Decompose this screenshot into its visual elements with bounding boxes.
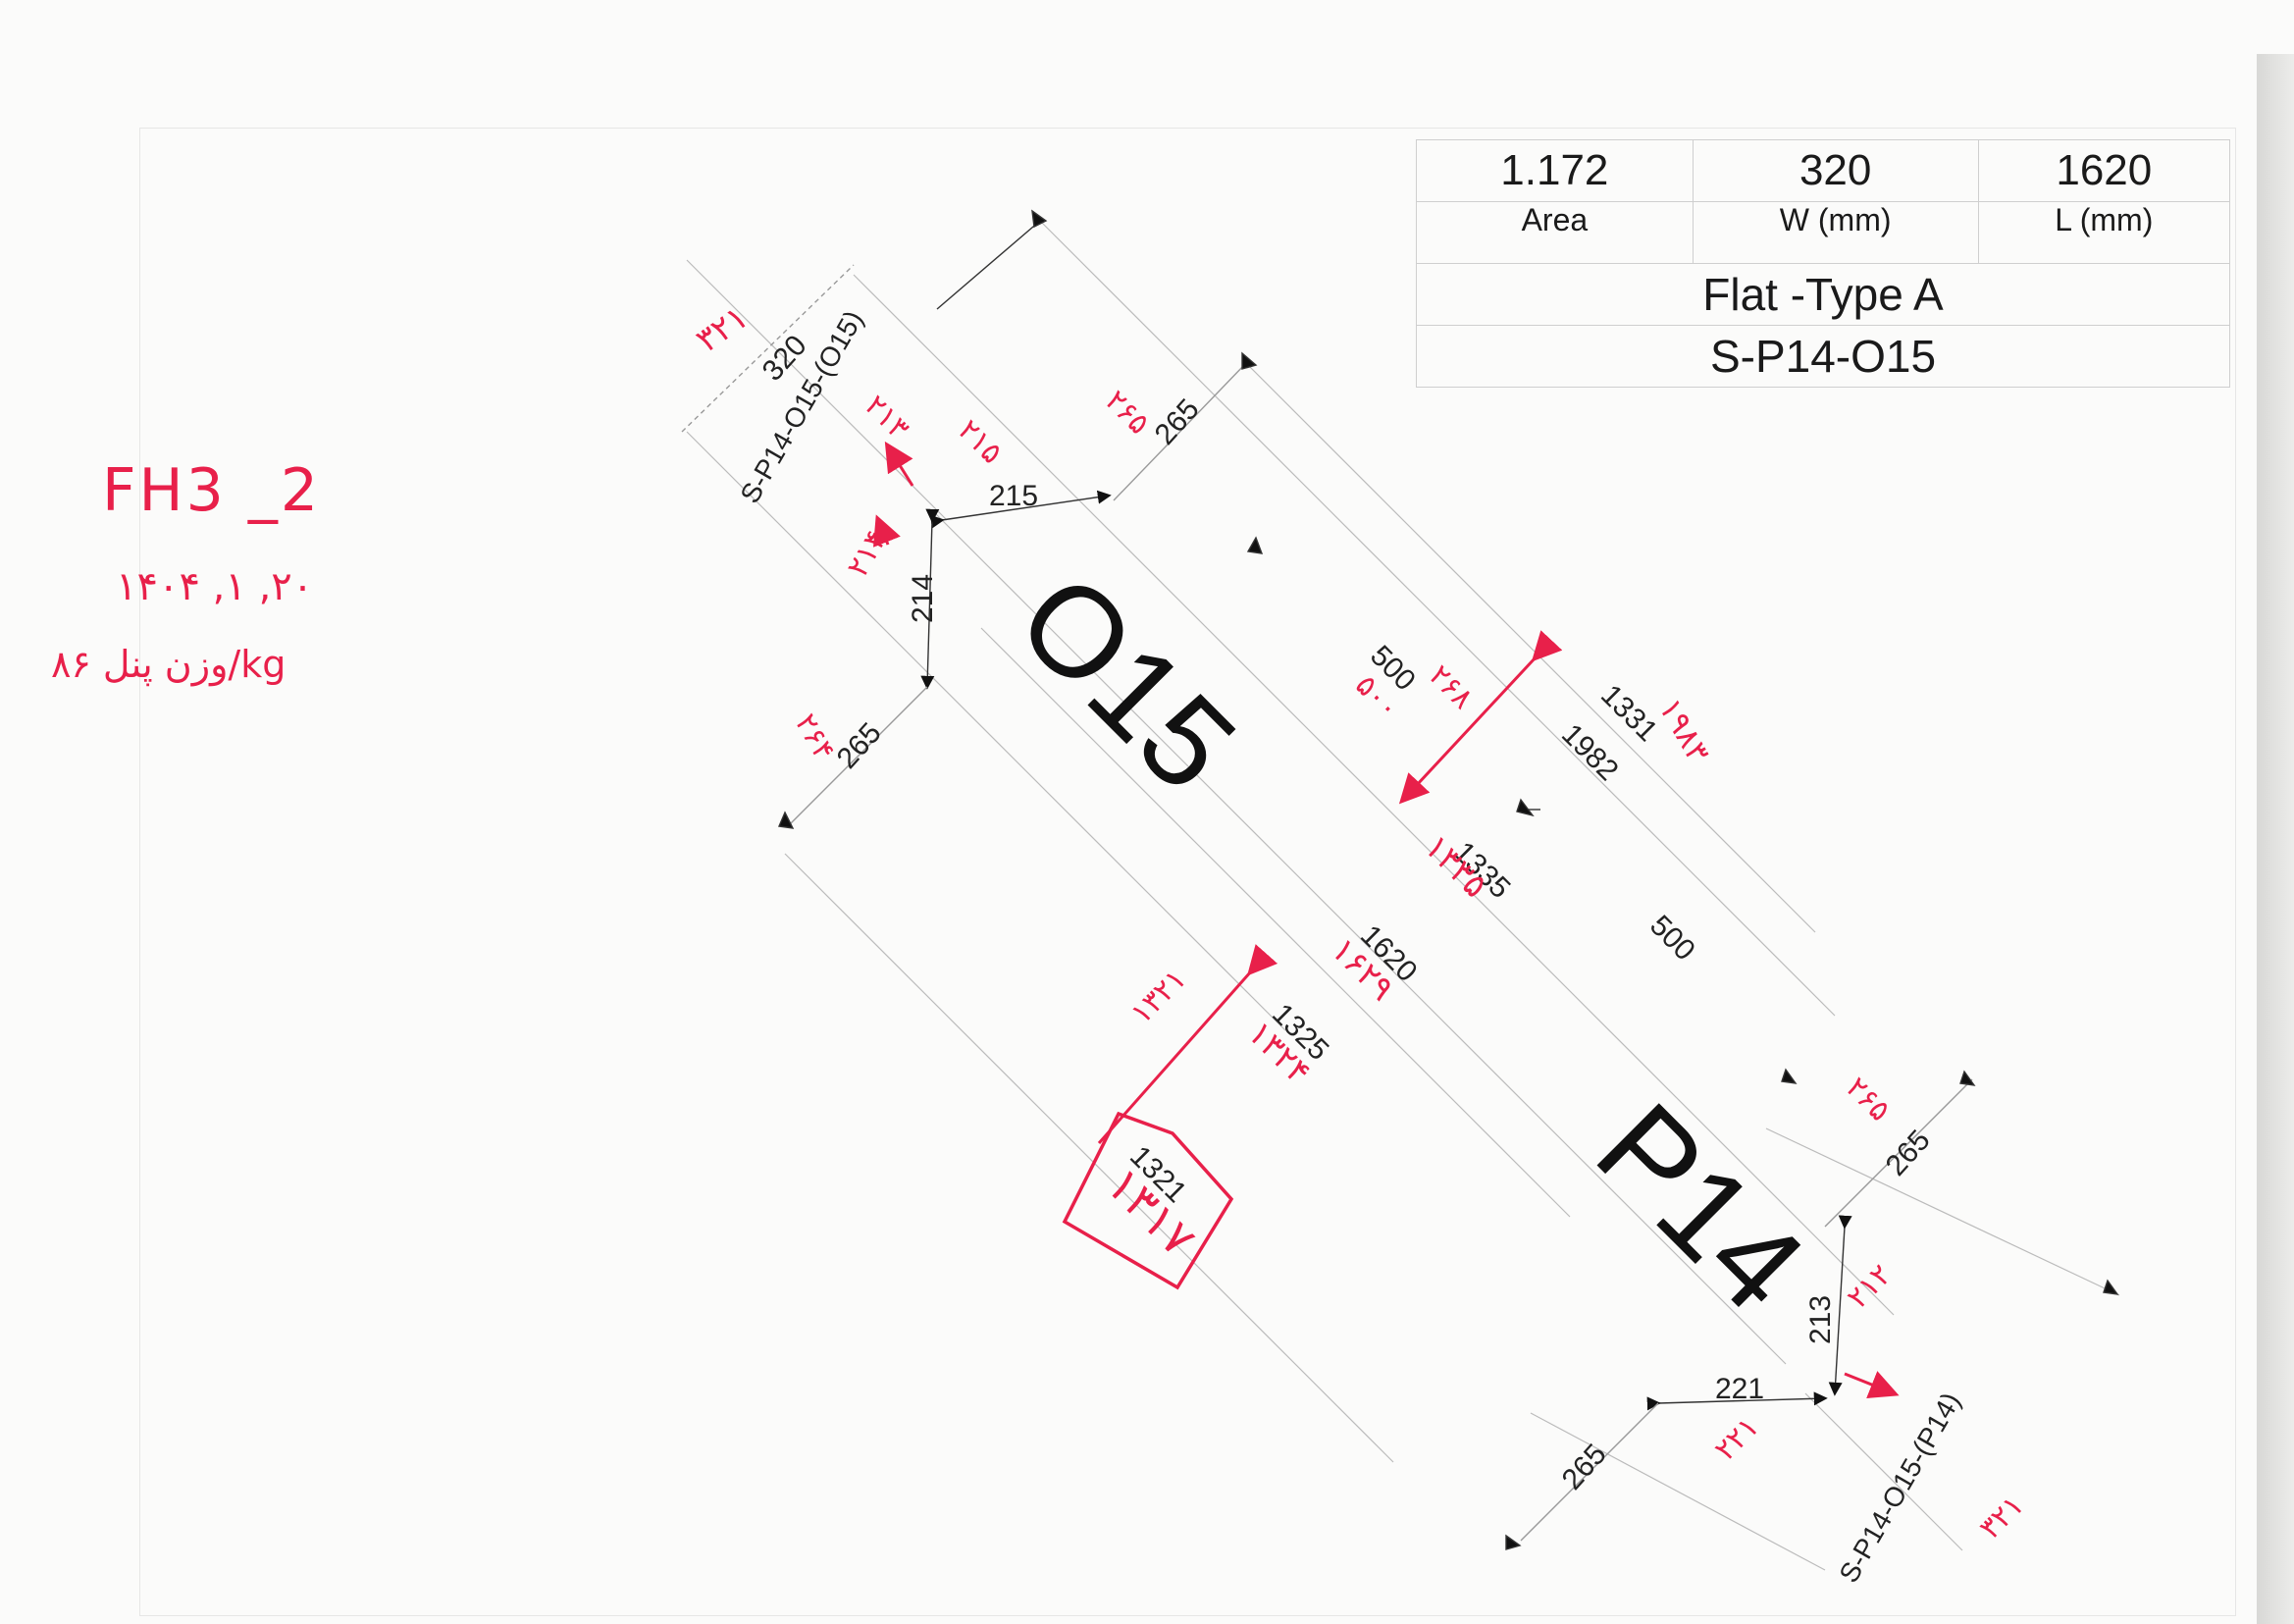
dim-215: 215 [989, 480, 1038, 512]
dim-265-bottom: 265 [1556, 1438, 1613, 1495]
note-n-e: ۲۶۴ [788, 708, 841, 766]
dimension-labels: 320 265 215 214 265 500 1331 1982 1335 1… [756, 329, 1937, 1495]
note-n-n: ۲۲۱ [1708, 1410, 1766, 1468]
width-label: W (mm) [1692, 201, 1979, 264]
weight-note: وزن پنل ۸۶/kg [51, 643, 287, 686]
panel-type: Flat -Type A [1416, 263, 2230, 326]
red-annotations: ۳۲۱ ۲۶۵ ۲۱۵ ۲۱۳ ۲۱۴ ۲۶۴ ۲۶۸ ۱۳۳۵ ۱۶۲۹ ۱۳… [689, 297, 2031, 1545]
note-n-c: ۲۱۳ [858, 389, 915, 446]
note-n-o: ۳۲۱ [1973, 1489, 2031, 1546]
dim-221: 221 [1715, 1373, 1764, 1405]
panel-outline [686, 220, 2120, 1571]
dim-213: 213 [1804, 1295, 1837, 1344]
dim-265-top: 265 [1149, 393, 1206, 450]
dimension-lines [681, 209, 2119, 1550]
length-label: L (mm) [1977, 201, 2231, 264]
spec-table: 1.172 320 1620 Area W (mm) L (mm) Flat -… [1416, 139, 2231, 388]
panel-label-p14: P14 [1570, 1076, 1832, 1338]
note-n-p: ۱۹۸۳ [1651, 692, 1717, 769]
note-n-l: ۲۶۵ [1839, 1071, 1897, 1128]
red-markup [872, 441, 1900, 1399]
panel-code-top: S-P14-O15-(O15) [734, 305, 868, 508]
dim-1982: 1982 [1555, 718, 1625, 788]
dim-214: 214 [907, 574, 939, 623]
note-n-k: ۱۳۲۱ [1124, 962, 1193, 1030]
note-n-f: ۲۶۸ [1422, 658, 1480, 716]
note-n-d: ۲۱۴ [841, 525, 894, 583]
scan-edge-shadow [2257, 54, 2294, 1624]
note-n-m: ۲۱۲ [1841, 1258, 1899, 1316]
panel-code: S-P14-O15 [1416, 325, 2230, 388]
dim-265-right: 265 [1880, 1124, 1937, 1181]
date-note: ۱۴۰۴ ,۱ ,۲۰ [116, 564, 314, 609]
note-n-top-left: ۳۲۱ [689, 297, 756, 360]
length-value: 1620 [1977, 139, 2231, 202]
panel-code-bottom: S-P14-O15-(P14) [1833, 1388, 1966, 1588]
note-n-a: ۲۶۵ [1098, 384, 1156, 442]
drawing-frame [139, 128, 2236, 1616]
area-label: Area [1416, 201, 1694, 264]
dim-500-bottom: 500 [1643, 910, 1701, 968]
panel-id-note: FH3 _2 [102, 456, 322, 525]
